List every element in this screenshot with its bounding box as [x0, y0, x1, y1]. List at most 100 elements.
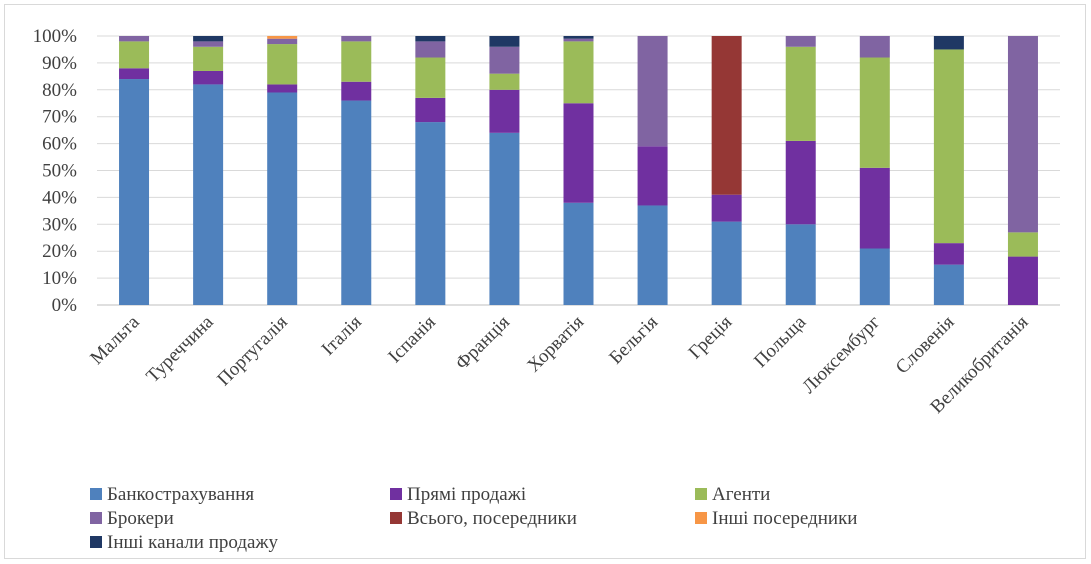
x-tick-label: Мальта: [86, 311, 144, 369]
x-tick-label: Іспанія: [384, 312, 440, 368]
bar-segment: [119, 79, 150, 305]
bar-segment: [1007, 232, 1038, 257]
legend-label: Прямі продажі: [407, 484, 527, 505]
bar-segment: [341, 36, 372, 42]
y-tick-label: 10%: [42, 268, 77, 289]
y-tick-label: 30%: [42, 214, 77, 235]
legend-label: Агенти: [712, 484, 771, 505]
y-tick-label: 80%: [42, 80, 77, 101]
bar-segment: [267, 38, 298, 45]
legend-swatch: [90, 488, 102, 500]
x-tick-label: Словенія: [892, 312, 959, 379]
bar-segment: [785, 224, 816, 305]
x-tick-label: Італія: [318, 312, 366, 360]
bar-segment: [267, 92, 298, 306]
chart-frame: [4, 4, 1086, 559]
bar-segment: [933, 49, 964, 244]
bar-segment: [785, 36, 816, 47]
bar-segment: [933, 243, 964, 265]
bar-segment: [785, 140, 816, 225]
legend-label: Брокери: [107, 508, 174, 529]
bar-segment: [711, 36, 742, 195]
x-tick-label: Португалія: [213, 312, 292, 391]
bar-segment: [859, 57, 890, 168]
bar-segment: [711, 194, 742, 222]
y-tick-label: 90%: [42, 53, 77, 74]
y-tick-label: 100%: [33, 26, 78, 47]
bar-segment: [119, 68, 150, 80]
x-tick-label: Туреччина: [142, 311, 218, 387]
bar-segment: [489, 46, 520, 74]
bar-segment: [193, 36, 224, 42]
x-tick-label: Франція: [452, 312, 515, 375]
x-tick-label: Люксембург: [798, 312, 884, 398]
bar-segment: [415, 41, 446, 58]
y-tick-label: 40%: [42, 187, 77, 208]
bar-segment: [267, 44, 298, 85]
x-tick-label: Хорватія: [523, 312, 588, 377]
legend-swatch: [90, 512, 102, 524]
legend-item: Інші посередники: [695, 506, 857, 531]
bar-segment: [563, 103, 594, 203]
bar-segment: [563, 41, 594, 104]
legend-item: Агенти: [695, 482, 770, 507]
y-tick-label: 50%: [42, 161, 77, 182]
bar-segment: [489, 132, 520, 305]
legend-swatch: [695, 512, 707, 524]
bar-segment: [119, 41, 150, 69]
y-tick-label: 0%: [52, 295, 78, 316]
bar-segment: [563, 36, 594, 39]
legend-label: Інші посередники: [712, 508, 858, 529]
legend-item: Всього, посередники: [390, 506, 577, 531]
bar-segment: [637, 36, 668, 147]
x-tick-label: Бельгія: [605, 312, 662, 369]
bar-segment: [267, 84, 298, 93]
bar-segment: [193, 46, 224, 71]
y-tick-label: 60%: [42, 134, 77, 155]
bar-segment: [1007, 36, 1038, 233]
legend-item: Інші канали продажу: [90, 530, 278, 555]
legend-label: Банкострахування: [107, 484, 255, 505]
bar-segment: [415, 122, 446, 305]
bar-segment: [267, 36, 298, 39]
bar-segment: [859, 167, 890, 249]
bar-segment: [489, 73, 520, 90]
bar-segment: [341, 41, 372, 82]
legend-swatch: [90, 536, 102, 548]
bar-segment: [489, 89, 520, 133]
y-tick-label: 20%: [42, 241, 77, 262]
bar-segment: [859, 36, 890, 58]
legend-swatch: [695, 488, 707, 500]
bar-segment: [859, 248, 890, 305]
bar-segment: [341, 81, 372, 101]
y-tick-label: 70%: [42, 107, 77, 128]
bar-segment: [933, 36, 964, 50]
legend-item: Банкострахування: [90, 482, 254, 507]
bar-segment: [563, 202, 594, 305]
legend-swatch: [390, 512, 402, 524]
x-tick-label: Греція: [685, 312, 737, 364]
legend-item: Прямі продажі: [390, 482, 526, 507]
bar-segment: [193, 41, 224, 47]
bar-segment: [489, 36, 520, 47]
legend-item: Брокери: [90, 506, 174, 531]
bar-segment: [193, 70, 224, 85]
x-tick-label: Польща: [750, 311, 811, 372]
bar-segment: [933, 264, 964, 305]
legend-label: Інші канали продажу: [107, 532, 279, 553]
bar-segment: [341, 100, 372, 305]
bar-segment: [563, 38, 594, 42]
bar-segment: [785, 46, 816, 141]
bar-segment: [415, 97, 446, 123]
bar-segment: [711, 221, 742, 305]
bar-segment: [637, 146, 668, 206]
bar-segment: [119, 36, 150, 42]
bar-segment: [193, 84, 224, 305]
bar-segment: [415, 36, 446, 42]
bar-segment: [637, 205, 668, 305]
bar-segment: [415, 57, 446, 98]
legend-swatch: [390, 488, 402, 500]
legend-label: Всього, посередники: [407, 508, 577, 529]
bar-segment: [1007, 256, 1038, 305]
